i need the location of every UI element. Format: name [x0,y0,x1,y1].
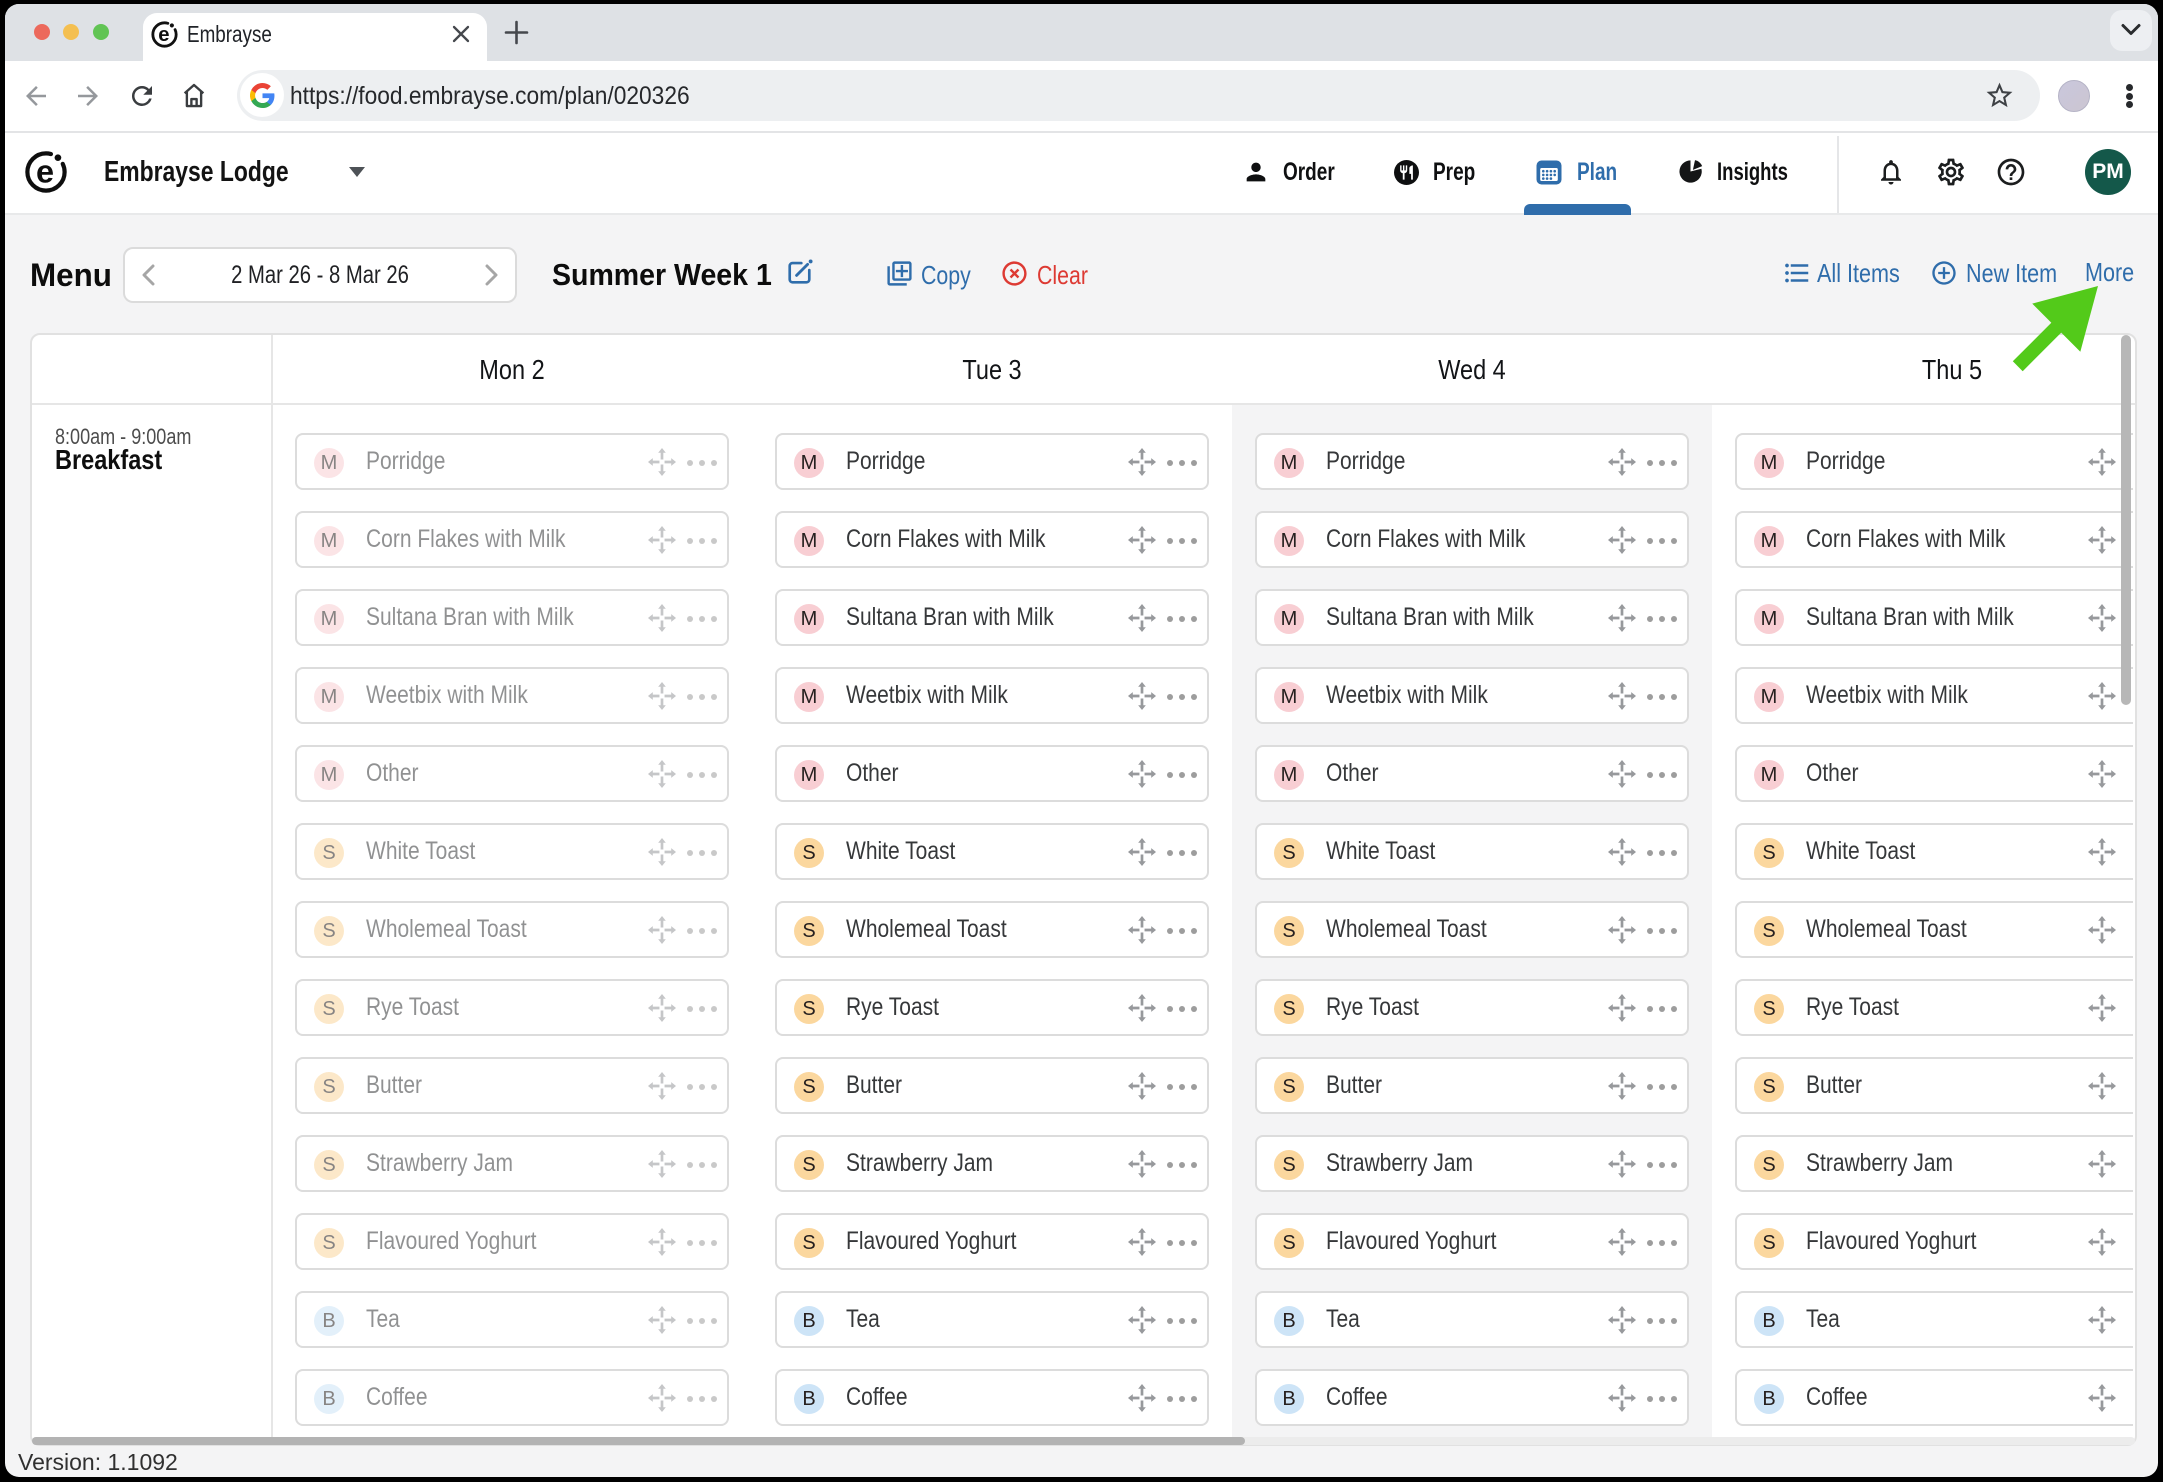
svg-text:e: e [36,154,54,190]
svg-text:e: e [158,24,169,46]
